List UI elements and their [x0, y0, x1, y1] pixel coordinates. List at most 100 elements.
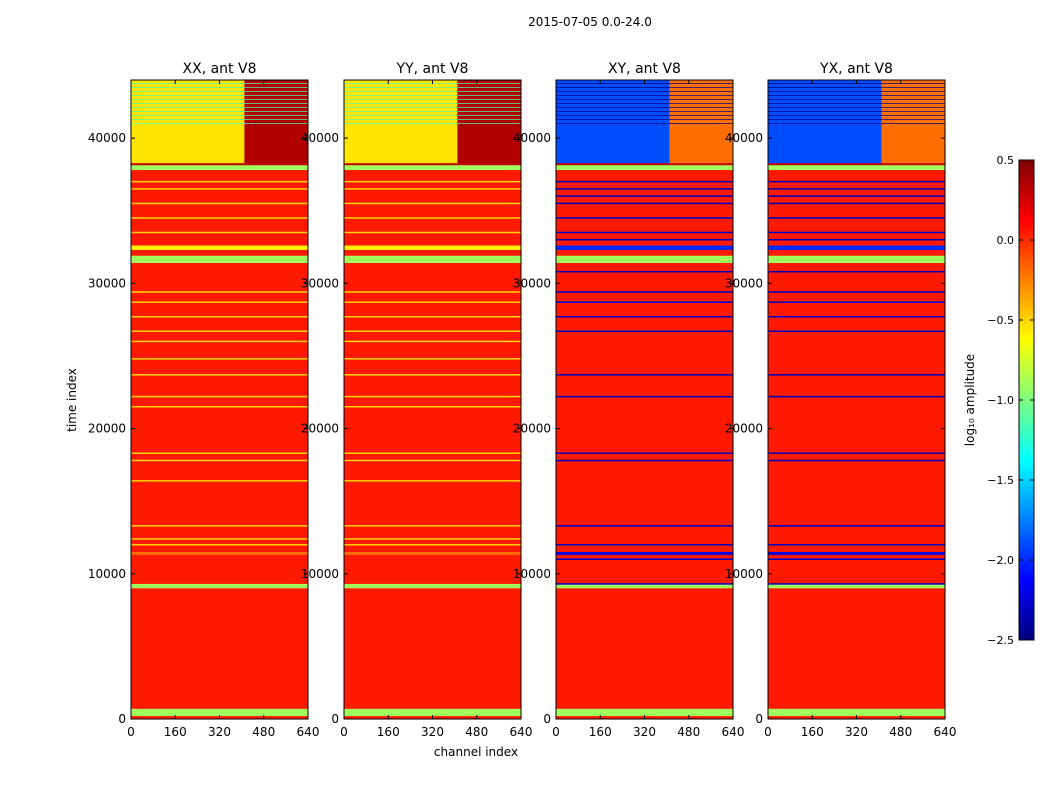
- heatmap-line: [344, 315, 521, 318]
- heatmap-line: [556, 301, 733, 303]
- heatmap-line: [556, 180, 733, 183]
- colorbar-tick-label: 0.0: [997, 234, 1015, 247]
- heatmap-top-hot-region: [881, 80, 945, 165]
- x-tick-label: 320: [633, 725, 656, 739]
- panel-title: YX, ant V8: [819, 61, 893, 77]
- heatmap-line: [131, 459, 308, 462]
- y-tick-label: 10000: [725, 567, 763, 581]
- heatmap-top-stripe: [556, 123, 733, 124]
- heatmap-band: [131, 255, 308, 263]
- heatmap-line: [768, 543, 945, 546]
- heatmap-line: [344, 330, 521, 332]
- heatmap-line: [768, 301, 945, 303]
- heatmap-line: [768, 330, 945, 332]
- heatmap-line: [344, 340, 521, 343]
- heatmap-band: [556, 708, 733, 717]
- heatmap-line: [344, 217, 521, 219]
- heatmap-top-stripe: [131, 123, 308, 124]
- heatmap-top-stripe: [131, 99, 308, 100]
- heatmap-line: [344, 452, 521, 454]
- heatmap-line: [768, 525, 945, 527]
- x-tick-label: 0: [552, 725, 560, 739]
- x-tick-label: 320: [421, 725, 444, 739]
- heatmap-line: [556, 583, 733, 585]
- heatmap-line: [131, 301, 308, 303]
- heatmap-top-stripe: [131, 107, 308, 108]
- heatmap-line: [556, 543, 733, 546]
- heatmap-line: [556, 374, 733, 376]
- colorbar-tick-label: −0.5: [987, 314, 1014, 327]
- heatmap-separator: [131, 163, 308, 166]
- heatmap-band: [556, 164, 733, 171]
- heatmap-top-stripe: [131, 91, 308, 92]
- heatmap-band: [768, 551, 945, 555]
- heatmap-top-stripe: [131, 111, 308, 112]
- heatmap-base: [344, 80, 521, 719]
- heatmap-separator: [344, 163, 521, 166]
- heatmap-band: [344, 245, 521, 250]
- heatmap-top-stripe: [768, 115, 945, 116]
- heatmap-top-stripe: [344, 87, 521, 88]
- heatmap-line: [344, 406, 521, 408]
- x-tick-label: 0: [127, 725, 135, 739]
- colorbar-tick-label: −2.0: [987, 554, 1014, 567]
- y-tick-label: 0: [118, 712, 126, 726]
- heatmap-line: [344, 180, 521, 183]
- heatmap-top-hot-region: [457, 80, 521, 165]
- heatmap-top-stripe: [556, 103, 733, 104]
- figure-suptitle: 2015-07-05 0.0-24.0: [528, 15, 652, 29]
- heatmap-line: [131, 395, 308, 398]
- x-tick-label: 160: [377, 725, 400, 739]
- heatmap-line: [768, 395, 945, 398]
- y-tick-label: 0: [543, 712, 551, 726]
- heatmap-top-stripe: [344, 119, 521, 120]
- heatmap-line: [556, 291, 733, 293]
- heatmap-band: [344, 164, 521, 171]
- x-axis-label: channel index: [434, 745, 518, 759]
- heatmap-line: [768, 459, 945, 462]
- y-tick-label: 0: [755, 712, 763, 726]
- heatmap-band: [131, 551, 308, 555]
- heatmap-line: [768, 217, 945, 219]
- colorbar-tick-label: −1.0: [987, 394, 1014, 407]
- heatmap-line: [344, 358, 521, 360]
- y-tick-label: 30000: [301, 276, 339, 290]
- y-tick-label: 40000: [88, 131, 126, 145]
- x-tick-label: 0: [340, 725, 348, 739]
- y-tick-label: 40000: [725, 131, 763, 145]
- panel-title: YY, ant V8: [396, 61, 469, 77]
- panels: XX, ant V8 0 160 320 480 640 0 10000 20000 30000 4…: [88, 61, 957, 739]
- heatmap-band: [131, 583, 308, 589]
- x-tick-label: 0: [764, 725, 772, 739]
- heatmap-line: [131, 452, 308, 454]
- heatmap-top-stripe: [131, 119, 308, 120]
- heatmap-line: [131, 358, 308, 360]
- heatmap-top-stripe: [556, 111, 733, 112]
- heatmap-line: [768, 315, 945, 318]
- panel-2: YY, ant V8 0 160 320 480 640 0 10000 20000 30000 4…: [301, 61, 533, 739]
- y-tick-label: 20000: [301, 422, 339, 436]
- heatmap-band: [556, 245, 733, 250]
- heatmap-line: [131, 406, 308, 408]
- heatmap-line: [556, 395, 733, 398]
- heatmap-base: [556, 80, 733, 719]
- x-tick-label: 640: [934, 725, 957, 739]
- panel-title: XY, ant V8: [608, 61, 681, 77]
- heatmap-line: [556, 558, 733, 560]
- colorbar-tick-label: −2.5: [987, 634, 1014, 647]
- heatmap-line: [556, 231, 733, 234]
- heatmap-line: [344, 202, 521, 205]
- x-tick-label: 640: [510, 725, 533, 739]
- heatmap-line: [556, 217, 733, 219]
- heatmap-line: [131, 538, 308, 540]
- heatmap-top-stripe: [768, 99, 945, 100]
- heatmap-line: [768, 583, 945, 585]
- x-tick-label: 160: [164, 725, 187, 739]
- x-tick-label: 640: [722, 725, 745, 739]
- panel-4: YX, ant V8 0 160 320 480 640 0 10000 20000 30000 4…: [725, 61, 957, 739]
- heatmap-top-stripe: [344, 111, 521, 112]
- heatmap-line: [556, 525, 733, 527]
- heatmap-top-hot-region: [669, 80, 733, 165]
- heatmap-line: [556, 452, 733, 454]
- x-tick-label: 480: [252, 725, 275, 739]
